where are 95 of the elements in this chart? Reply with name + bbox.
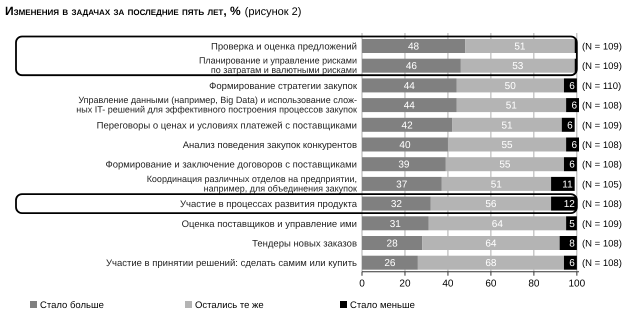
legend-label: Остались те же: [195, 300, 264, 311]
legend-label: Стало больше: [40, 300, 104, 311]
text: (рисунок 2): [244, 6, 302, 18]
bar: [362, 157, 446, 172]
bar: [362, 118, 452, 132]
text: (N = 108): [582, 160, 622, 171]
data-label: 28: [386, 238, 398, 250]
y-tick-label: Тендеры новых заказов: [252, 238, 357, 250]
x-tick-label: 80: [528, 278, 540, 290]
data-label: 44: [404, 80, 416, 92]
text: (N = 108): [582, 199, 622, 210]
text: (N = 108): [582, 100, 622, 112]
data-label: 40: [399, 140, 411, 151]
y-tick-label: Планирование и управление рисками по затратам и валютными рисками: [198, 56, 357, 76]
data-label: 5: [569, 218, 576, 230]
data-label: 32: [390, 199, 402, 210]
data-label: 6: [567, 120, 574, 132]
bar: [422, 236, 560, 250]
data-label: 6: [571, 140, 578, 151]
y-tick-label: Переговоры о ценах и условиях платежей с поставщиками: [96, 120, 357, 132]
data-label: 11: [562, 179, 574, 190]
bar: [362, 138, 448, 152]
bar: [362, 256, 418, 270]
text: (N = 108): [582, 140, 622, 151]
data-label: 6: [569, 80, 576, 92]
bar: [560, 236, 577, 250]
text: (N = 109): [582, 120, 622, 132]
text: (N = 109): [582, 42, 622, 52]
text: Изменения в задачах за последние пять лет, %: [5, 4, 241, 18]
data-label: 51: [490, 179, 502, 190]
bar: [418, 256, 564, 270]
data-label: 53: [512, 61, 524, 72]
y-tick-label: Координация различных отделов на предприятии, например, для объединения закупок: [146, 174, 358, 194]
text: (N = 105): [582, 179, 622, 190]
text: (N = 108): [582, 258, 622, 270]
text: (N = 109): [582, 218, 622, 230]
y-tick-label: Формирование стратегии закупок: [209, 80, 358, 92]
data-label: 51: [514, 42, 526, 52]
bar: [428, 216, 566, 230]
bar: [362, 236, 422, 250]
y-tick-label: Формирование и заключение договоров с поставщиками: [105, 160, 357, 171]
bar: [362, 176, 442, 191]
legend-label: Стало меньше: [350, 300, 415, 311]
data-label: 42: [402, 120, 414, 132]
y-tick-label: Участие в процессах развития продукта: [180, 199, 358, 210]
data-label: 46: [406, 61, 418, 72]
data-label: 55: [501, 140, 514, 151]
data-label: 55: [499, 160, 511, 171]
data-label: 64: [485, 238, 497, 250]
bar: [430, 196, 552, 211]
text: (N = 110): [582, 80, 622, 92]
y-tick-label: Анализ поведения закупок конкурентов: [182, 140, 357, 151]
data-label: 31: [390, 218, 402, 230]
data-label: 56: [485, 199, 497, 210]
y-tick-label: Оценка поставщиков и управление ими: [182, 218, 357, 230]
bar: [452, 118, 562, 132]
y-tick-label: Управление данными (например, Big Data) и использование слож- ных IT- решений для эффективного построения процессов закупок: [76, 95, 358, 115]
bar: [362, 98, 457, 112]
data-label: 12: [564, 199, 576, 210]
bar: [448, 138, 566, 152]
bar: [362, 78, 457, 92]
bar: [465, 39, 575, 53]
bar: [362, 58, 461, 73]
data-label: 51: [501, 120, 514, 132]
y-tick-label: Участие в принятии решений: сделать самим или купить: [106, 258, 358, 270]
bar: [362, 196, 431, 211]
bar: [362, 216, 429, 230]
data-label: 26: [384, 258, 396, 270]
bar: [362, 39, 466, 53]
data-label: 48: [408, 42, 420, 52]
bar: [551, 176, 575, 191]
x-tick-label: 0: [359, 278, 366, 290]
bar: [460, 58, 575, 73]
bar: [441, 176, 552, 191]
data-label: 37: [396, 179, 408, 190]
data-label: 68: [485, 258, 497, 270]
bar: [456, 78, 564, 92]
data-label: 6: [569, 258, 576, 270]
data-label: 39: [398, 160, 410, 171]
bar: [456, 98, 566, 112]
y-tick-label: Проверка и оценка предложений: [211, 42, 357, 52]
data-label: 6: [571, 100, 578, 112]
x-tick-label: 100: [568, 278, 586, 290]
data-label: 51: [506, 100, 518, 112]
data-label: 6: [569, 160, 576, 171]
data-label: 50: [504, 80, 516, 92]
text: (N = 109): [582, 61, 622, 72]
text: (N = 108): [582, 238, 622, 250]
x-tick-label: 40: [442, 278, 454, 290]
x-tick-label: 60: [485, 278, 497, 290]
data-label: 8: [569, 238, 576, 250]
data-label: 44: [404, 100, 416, 112]
x-tick-label: 20: [399, 278, 411, 290]
data-label: 64: [492, 218, 504, 230]
bar: [446, 157, 564, 172]
